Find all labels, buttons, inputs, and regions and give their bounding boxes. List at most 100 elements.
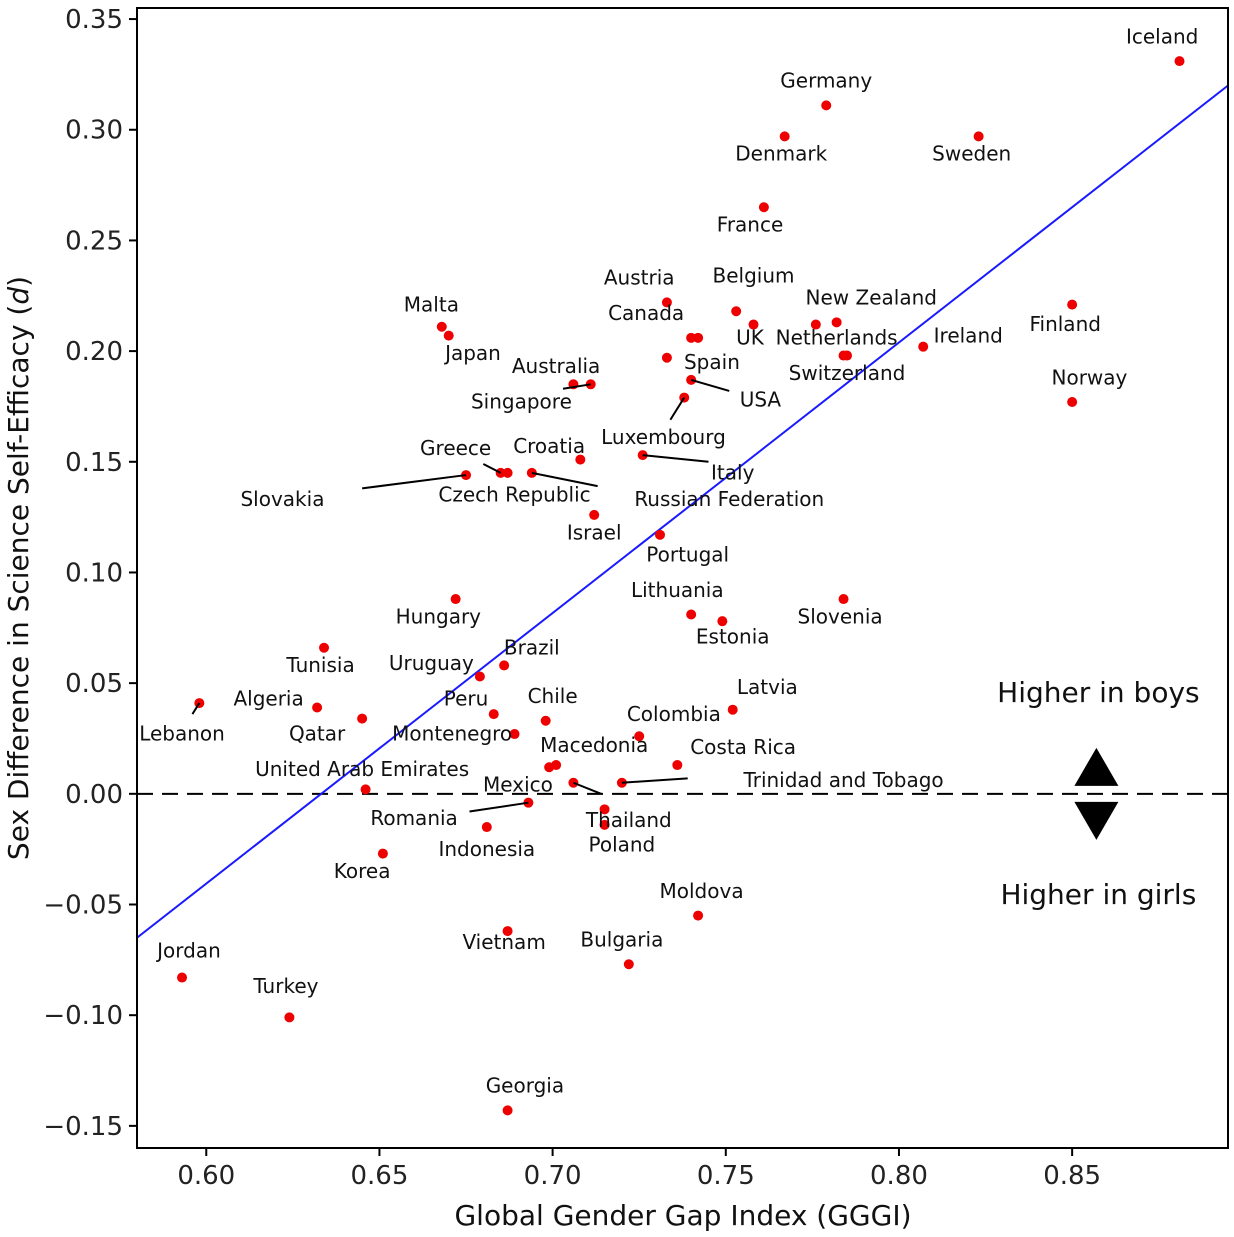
data-point xyxy=(1067,299,1078,310)
point-label: Belgium xyxy=(713,263,795,287)
y-axis-title: Sex Difference in Science Self-Efficacy … xyxy=(2,276,35,860)
point-label: Trinidad and Tobago xyxy=(742,768,943,792)
data-point xyxy=(661,352,672,363)
data-point xyxy=(357,713,368,724)
data-point xyxy=(551,760,562,771)
point-label: USA xyxy=(740,387,782,411)
point-label: Uruguay xyxy=(389,651,474,675)
point-label: Finland xyxy=(1029,312,1100,336)
point-label: Australia xyxy=(512,354,600,378)
data-point xyxy=(312,702,323,713)
data-point xyxy=(672,760,683,771)
data-point xyxy=(499,660,510,671)
leader-line xyxy=(621,777,688,784)
data-point xyxy=(450,594,461,605)
x-tick-label: 0.85 xyxy=(1043,1161,1101,1191)
leader-line xyxy=(573,781,602,795)
data-point xyxy=(502,926,513,937)
annotation-higher-in-boys: Higher in boys xyxy=(997,676,1199,709)
data-point xyxy=(693,910,704,921)
point-label: Latvia xyxy=(737,675,798,699)
point-label: Macedonia xyxy=(540,733,648,757)
leader-line xyxy=(362,474,467,490)
point-label: Costa Rica xyxy=(690,735,796,759)
point-labels-layer: Iceland Germany Denmark Sweden France Austria… xyxy=(139,24,1198,1097)
y-tick-label: −0.05 xyxy=(43,891,123,921)
data-point xyxy=(693,332,704,343)
point-label: Qatar xyxy=(289,722,346,746)
data-point xyxy=(731,306,742,317)
point-label: Estonia xyxy=(696,624,770,648)
point-label: UK xyxy=(736,325,765,349)
point-label: Slovakia xyxy=(240,487,324,511)
data-point xyxy=(1067,397,1078,408)
data-point xyxy=(838,594,849,605)
data-point xyxy=(717,616,728,627)
point-label: United Arab Emirates xyxy=(255,757,469,781)
point-label: Slovenia xyxy=(798,604,883,628)
leader-line xyxy=(669,397,686,421)
point-label: Romania xyxy=(370,806,457,830)
point-label: Turkey xyxy=(252,974,318,998)
annotation-higher-in-girls: Higher in girls xyxy=(1000,878,1196,911)
point-label: Peru xyxy=(444,686,489,710)
plot-lines-layer xyxy=(137,84,1228,939)
point-label: Indonesia xyxy=(438,837,535,861)
data-point xyxy=(436,321,447,332)
point-label: Singapore xyxy=(471,390,572,414)
point-label: Jordan xyxy=(155,939,221,963)
point-label: Chile xyxy=(528,684,578,708)
data-point xyxy=(443,330,454,341)
data-point xyxy=(377,848,388,859)
data-point xyxy=(540,715,551,726)
point-label: Iceland xyxy=(1126,24,1198,48)
data-point xyxy=(509,729,520,740)
point-label: Moldova xyxy=(660,879,744,903)
leader-line xyxy=(191,702,201,715)
point-label: Norway xyxy=(1052,365,1128,389)
point-label: France xyxy=(717,213,784,237)
point-label: Lithuania xyxy=(631,578,724,602)
y-tick-label: −0.10 xyxy=(43,1001,123,1031)
axes-layer: 0.60 0.65 0.70 0.75 0.80 0.85 −0.15 −0.10 −0.05 0… xyxy=(43,5,1229,1191)
data-point xyxy=(758,202,769,213)
point-label: Israel xyxy=(567,520,622,544)
y-tick-label: 0.30 xyxy=(65,116,123,146)
x-tick-label: 0.75 xyxy=(697,1161,755,1191)
point-label: Montenegro xyxy=(392,722,512,746)
point-label: Ireland xyxy=(934,323,1003,347)
point-label: Thailand xyxy=(585,808,672,832)
point-label: Korea xyxy=(334,859,391,883)
data-point xyxy=(575,454,586,465)
data-point xyxy=(634,731,645,742)
data-point xyxy=(488,709,499,720)
point-label: Georgia xyxy=(486,1074,564,1098)
point-label: Austria xyxy=(604,266,675,290)
data-point xyxy=(686,609,697,620)
leader-line xyxy=(469,801,529,813)
data-point xyxy=(918,341,929,352)
point-label: New Zealand xyxy=(806,286,937,310)
y-tick-label: 0.20 xyxy=(65,337,123,367)
leader-line xyxy=(690,378,730,392)
data-point xyxy=(481,822,492,833)
y-tick-label: 0.35 xyxy=(65,5,123,35)
data-point xyxy=(831,317,842,328)
point-label: Switzerland xyxy=(789,361,906,385)
leader-line xyxy=(562,383,591,390)
point-label: Mexico xyxy=(483,773,553,797)
point-label: Spain xyxy=(684,350,740,374)
point-label: Czech Republic xyxy=(438,483,590,507)
data-point xyxy=(360,784,371,795)
data-point xyxy=(779,131,790,142)
x-axis-title: Global Gender Gap Index (GGGI) xyxy=(454,1199,911,1232)
annotation-layer: Higher in boys Higher in girls xyxy=(997,676,1199,911)
y-tick-label: 0.00 xyxy=(65,780,123,810)
y-tick-label: −0.15 xyxy=(43,1112,123,1142)
data-point xyxy=(623,959,634,970)
point-label: Vietnam xyxy=(462,930,545,954)
data-point xyxy=(654,529,665,540)
point-label: Malta xyxy=(404,292,459,316)
regression-line xyxy=(137,84,1228,939)
